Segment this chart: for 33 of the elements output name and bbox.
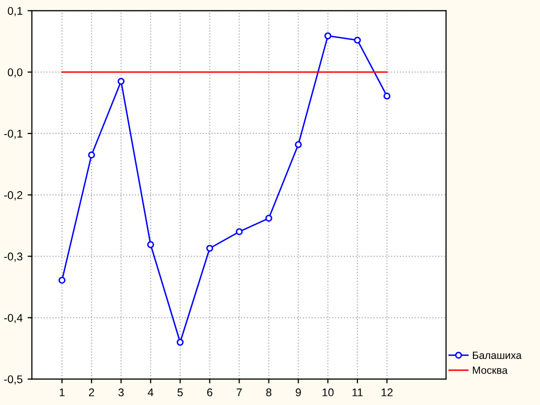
x-tick-label: 9 (296, 388, 301, 396)
x-tick-label: 10 (322, 388, 334, 396)
point (58, 276, 66, 284)
point (354, 36, 361, 44)
x-tick-label: 7 (236, 388, 242, 396)
point (236, 228, 243, 236)
point (324, 32, 332, 40)
x-tick-label: 2 (89, 388, 94, 396)
y-tick-label: -0,2 (4, 191, 22, 200)
y-tick-label: 0,0 (8, 68, 22, 78)
x-tick-label: 11 (352, 388, 363, 396)
y-tick-label: 0,1 (8, 6, 22, 16)
y-tick-label: -0,1 (4, 130, 22, 139)
x-tick-label: 1 (60, 388, 65, 396)
point (118, 78, 125, 85)
x-tick-label: 4 (148, 388, 154, 396)
legend-label: Москва (472, 366, 508, 374)
point (88, 152, 96, 158)
x-tick-label: 3 (118, 388, 124, 396)
point (206, 244, 214, 252)
y-tick-label: -0,3 (4, 252, 22, 262)
x-tick-label: 5 (178, 388, 183, 396)
x-tick-label: 6 (207, 388, 212, 396)
y-tick-label: -0,5 (4, 375, 22, 385)
point (176, 338, 184, 346)
point (265, 214, 272, 222)
x-tick-label: 8 (266, 388, 272, 396)
legend-label: Балашиха (472, 352, 522, 359)
point (383, 92, 390, 100)
y-tick-label: -0,4 (4, 314, 23, 324)
point (294, 141, 302, 148)
x-tick-label: 12 (382, 388, 393, 396)
point (147, 241, 154, 248)
